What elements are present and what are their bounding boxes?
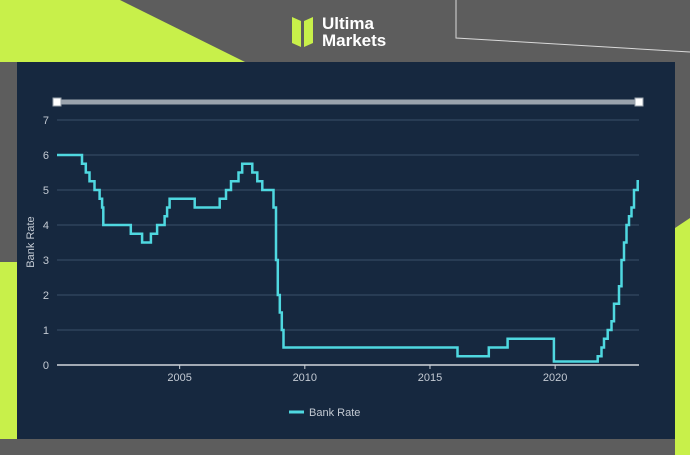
- legend[interactable]: Bank Rate: [289, 407, 360, 419]
- x-tick-label: 2015: [418, 372, 442, 384]
- lime-accent-left-strip: [0, 262, 17, 439]
- ultima-logo-icon: [292, 17, 313, 47]
- y-tick-label: 1: [43, 325, 49, 337]
- y-tick-label: 4: [43, 220, 49, 232]
- bank-rate-chart: 0 1 2 3 4 5 6 7 2005 2010 2015 2020 Bank Rate Bank …: [25, 97, 644, 419]
- y-tick-label: 6: [43, 150, 49, 162]
- y-tick-label: 2: [43, 290, 49, 302]
- y-tick-label: 3: [43, 255, 49, 267]
- range-slider-right-handle[interactable]: [634, 97, 644, 107]
- range-slider[interactable]: [52, 97, 644, 107]
- y-tick-label: 5: [43, 185, 49, 197]
- series-line-bank-rate: [57, 153, 639, 363]
- axes: 0 1 2 3 4 5 6 7 2005 2010 2015 2020: [43, 115, 639, 384]
- series-layer: [57, 153, 639, 363]
- y-axis-label: Bank Rate: [25, 216, 37, 267]
- brand-logo: Ultima Markets: [292, 13, 386, 51]
- x-tick-label: 2005: [167, 372, 191, 384]
- brand-name-line2: Markets: [322, 31, 387, 50]
- range-slider-left-handle[interactable]: [52, 97, 62, 107]
- chart-panel: 0 1 2 3 4 5 6 7 2005 2010 2015 2020 Bank Rate Bank …: [17, 62, 675, 439]
- x-tick-label: 2010: [293, 372, 317, 384]
- y-gridlines: [57, 119, 639, 331]
- x-tick-label: 2020: [543, 372, 567, 384]
- lime-accent-right-strip: [675, 218, 690, 455]
- y-tick-label: 0: [43, 360, 49, 372]
- legend-label-bank-rate[interactable]: Bank Rate: [309, 407, 360, 419]
- y-tick-label: 7: [43, 115, 49, 127]
- lime-accent-shape-top: [0, 0, 245, 62]
- brand-name-line1: Ultima: [322, 14, 374, 33]
- brand-name: Ultima Markets: [322, 15, 386, 49]
- decorative-outline-line: [455, 0, 690, 53]
